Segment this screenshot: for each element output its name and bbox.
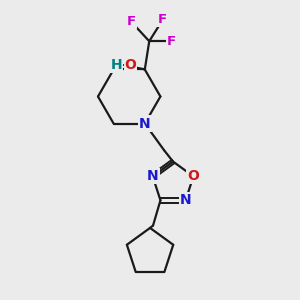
Text: F: F (127, 15, 136, 28)
Text: F: F (167, 35, 176, 48)
Text: N: N (147, 169, 158, 183)
Text: O: O (188, 169, 199, 183)
Text: N: N (139, 116, 151, 130)
Text: H: H (111, 58, 122, 72)
Text: O: O (124, 58, 136, 72)
Text: F: F (158, 13, 167, 26)
Text: N: N (180, 193, 191, 207)
